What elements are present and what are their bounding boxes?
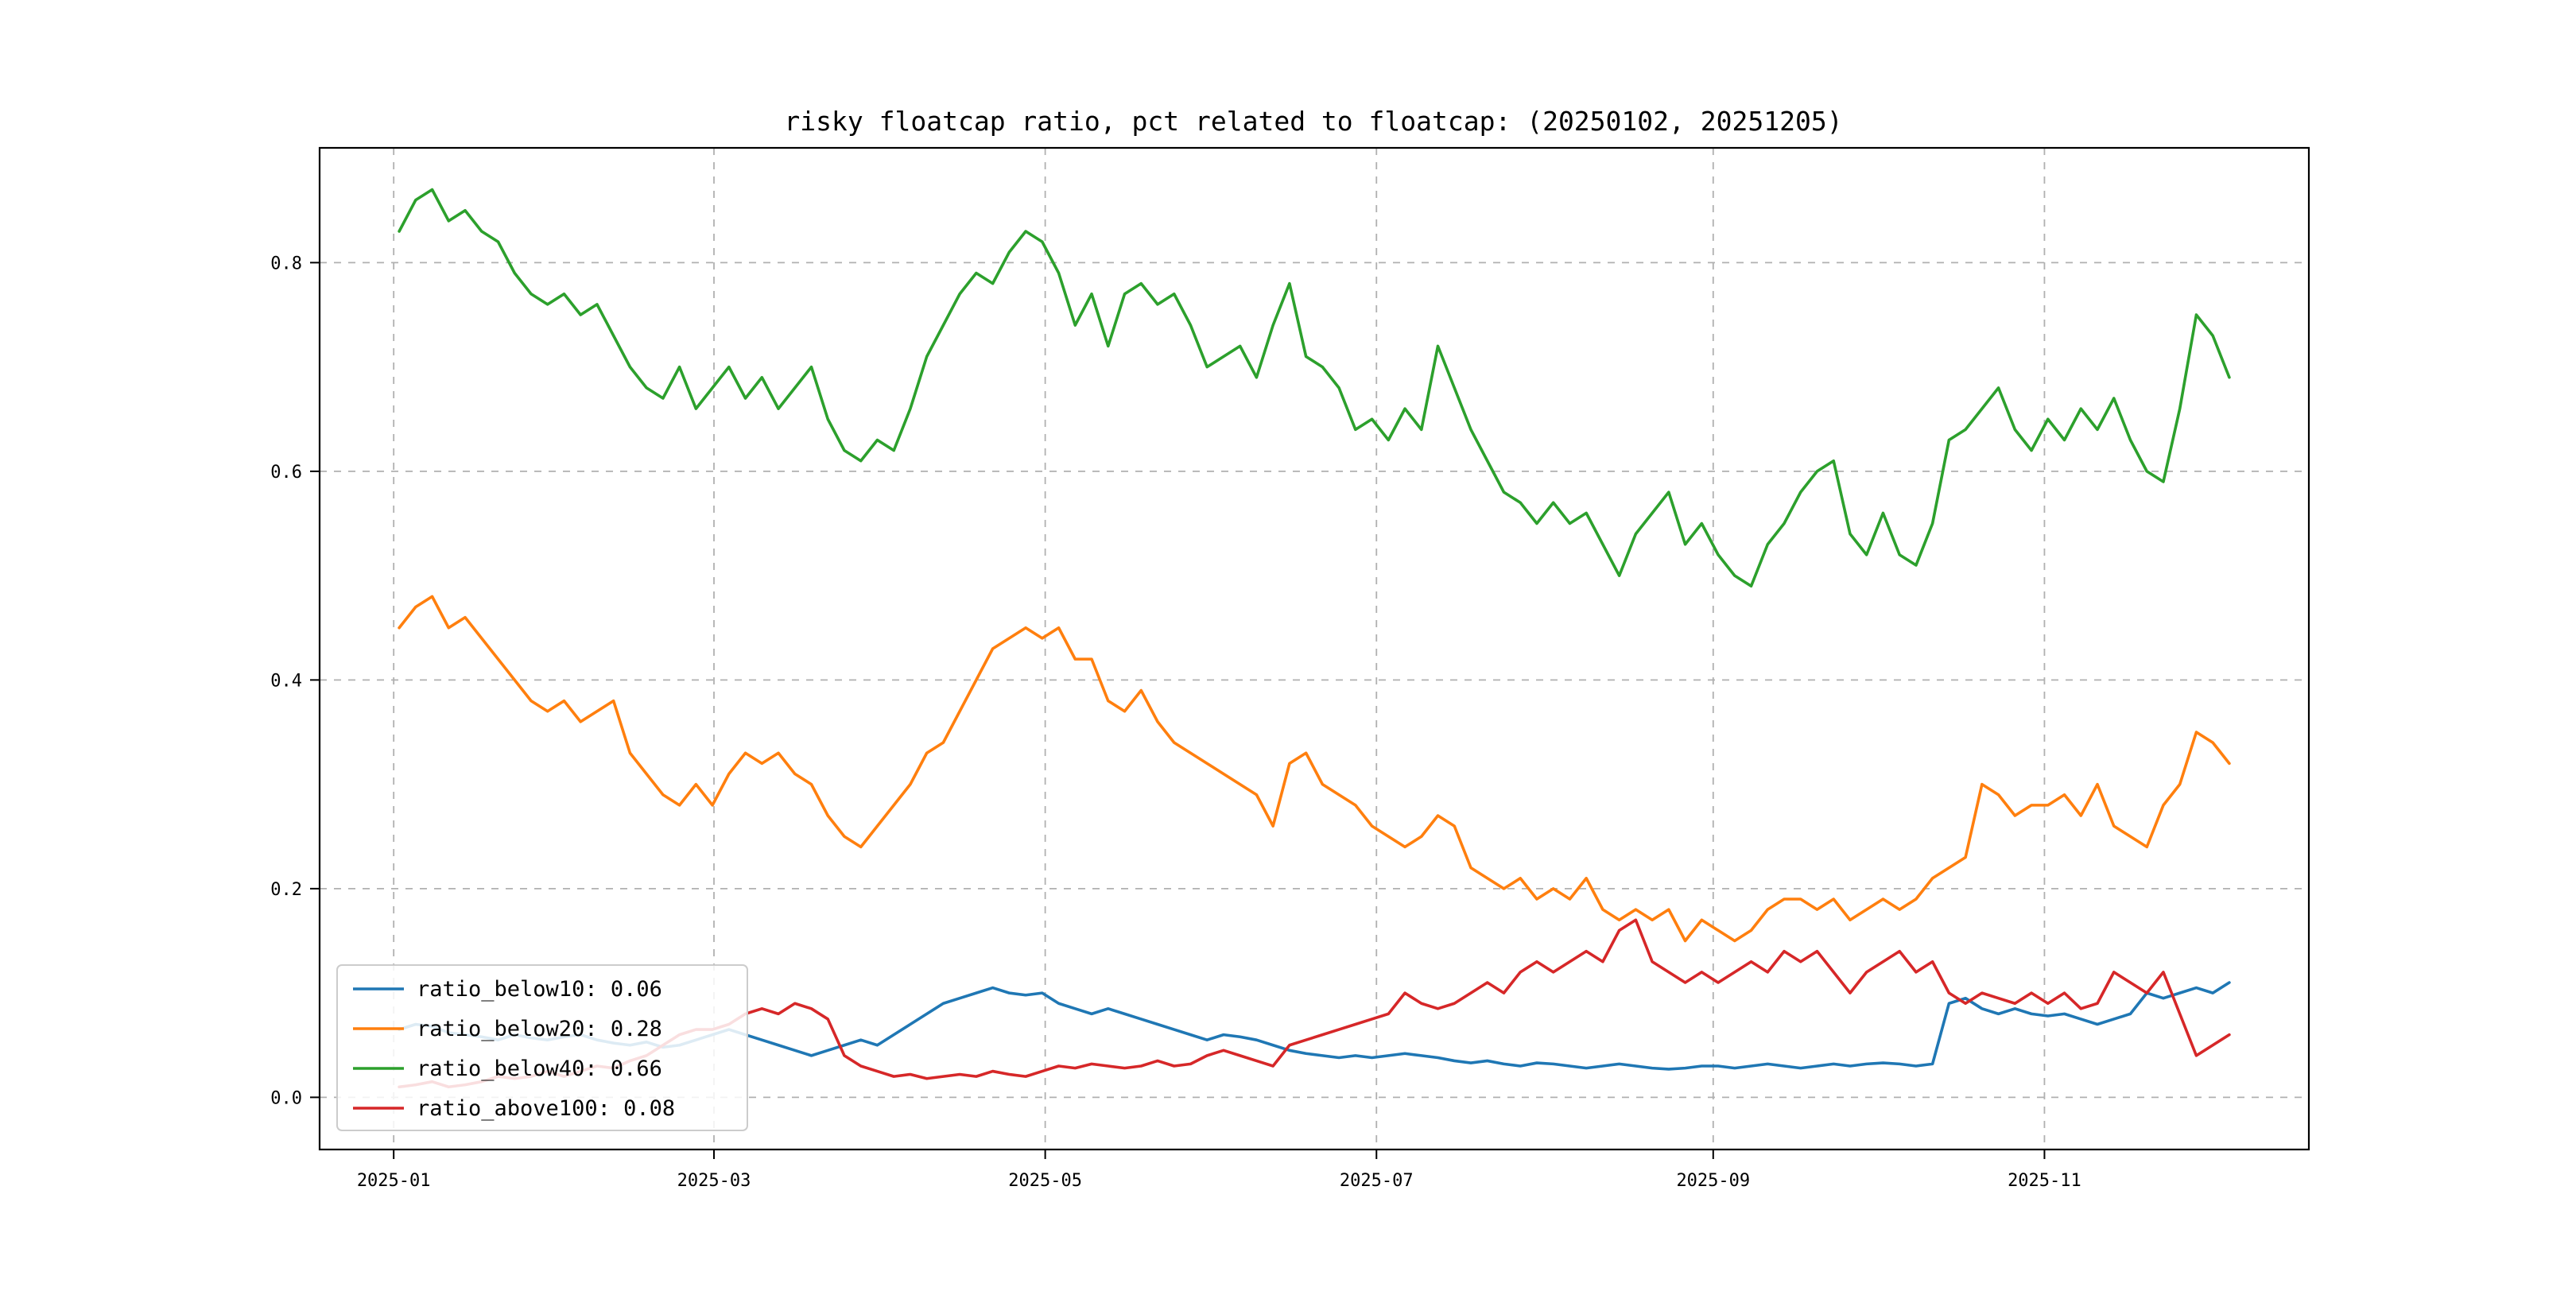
legend-label-ratio_below10: ratio_below10: 0.06 — [417, 977, 662, 1002]
y-tick-label: 0.2 — [270, 880, 302, 900]
x-tick-label: 2025-01 — [357, 1171, 431, 1191]
x-tick-label: 2025-09 — [1676, 1171, 1750, 1191]
y-tick-label: 0.6 — [270, 463, 302, 483]
legend-label-ratio_below20: ratio_below20: 0.28 — [417, 1017, 662, 1041]
series-line-ratio_below40 — [398, 188, 2231, 588]
legend-box — [336, 964, 748, 1131]
plot-area: 0.0 0.2 0.4 0.6 0.8 2025-01 2025-03 2025-05 2025… — [270, 146, 2310, 1191]
x-tick-label: 2025-03 — [677, 1171, 751, 1191]
chart-title: risky floatcap ratio, pct related to flo… — [784, 106, 1842, 137]
x-tick-label: 2025-11 — [2008, 1171, 2081, 1191]
plot-border — [318, 146, 2310, 1151]
x-tick-label: 2025-07 — [1340, 1171, 1414, 1191]
legend-label-ratio_below40: ratio_below40: 0.66 — [417, 1056, 662, 1081]
series-line-ratio_below20 — [398, 595, 2231, 943]
y-tick-label: 0.0 — [270, 1088, 302, 1108]
x-tick-label: 2025-05 — [1008, 1171, 1082, 1191]
y-tick-label: 0.4 — [270, 671, 302, 691]
legend-label-ratio_above100: ratio_above100: 0.08 — [417, 1096, 675, 1121]
y-tick-label: 0.8 — [270, 254, 302, 273]
